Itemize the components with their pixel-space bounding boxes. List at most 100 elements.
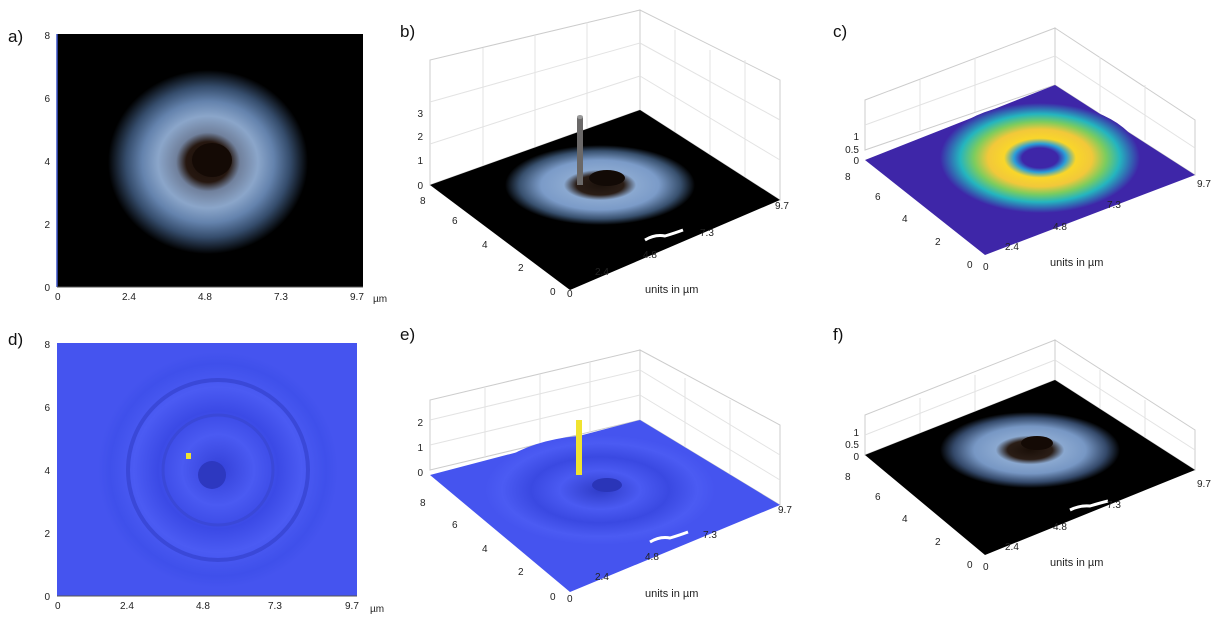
panel-c-torus — [940, 103, 1140, 213]
tick: 1 — [853, 428, 859, 439]
panel-b-spike-top — [577, 115, 583, 119]
tick: 1 — [853, 132, 859, 143]
tick: 2 — [44, 529, 50, 540]
tick: 9.7 — [345, 601, 359, 612]
panel-b-spike — [577, 117, 583, 185]
panel-d-center-hole — [198, 461, 226, 489]
tick: 3 — [417, 109, 423, 120]
tick: 0 — [550, 592, 556, 603]
x-axis-label: units in µm — [645, 588, 698, 600]
tick: 2 — [518, 567, 524, 578]
panel-b-plot: 0 1 2 3 0 2 4 6 8 0 2.4 4.8 7.3 9.7 unit… — [417, 9, 789, 300]
tick: 7.3 — [268, 601, 282, 612]
tick: 4.8 — [643, 250, 657, 261]
panel-b-edge-artifact — [644, 228, 684, 242]
tick: 2 — [417, 132, 423, 143]
panel-b-grid — [429, 22, 781, 177]
panel-e-plot: 0 1 2 0 2 4 6 8 0 2.4 4.8 7.3 9.7 units … — [417, 349, 792, 605]
panel-a-plot: 0 2 4 6 8 0 2.4 4.8 7.3 9.7 µm — [44, 31, 387, 305]
tick: 4 — [902, 514, 908, 525]
tick: 4.8 — [645, 552, 659, 563]
panel-f-hole — [1021, 436, 1053, 450]
panel-f-plot: 0 0.5 1 0 2 4 6 8 0 2.4 4.8 7.3 9.7 unit… — [845, 339, 1211, 573]
panel-b-hole — [589, 170, 625, 186]
panel-c-plot: 0 0.5 1 0 2 4 6 8 0 2.4 4.8 7.3 9.7 unit… — [845, 27, 1211, 273]
tick: 0 — [567, 289, 573, 300]
tick: 6 — [44, 94, 50, 105]
panel-a-center-hole — [192, 143, 232, 177]
panel-e-spike — [576, 420, 582, 475]
panel-d-ring-contour — [161, 413, 275, 527]
panel-label-a: a) — [8, 27, 24, 46]
tick: 0 — [967, 260, 973, 271]
tick: 7.3 — [700, 228, 714, 239]
tick: 0 — [983, 562, 989, 573]
tick: 6 — [44, 403, 50, 414]
tick: 7.3 — [1107, 500, 1121, 511]
tick: 0 — [55, 601, 61, 612]
panel-d-ring-contour — [126, 378, 310, 562]
tick: 6 — [452, 520, 458, 531]
tick: 0 — [44, 592, 50, 603]
tick: 1 — [417, 443, 423, 454]
panel-e-hole — [592, 478, 622, 492]
tick: 1 — [417, 156, 423, 167]
tick: 7.3 — [274, 292, 288, 303]
tick: 2.4 — [1005, 242, 1019, 253]
panel-c-grid — [864, 55, 1196, 149]
tick: 9.7 — [1197, 179, 1211, 190]
x-axis-label: units in µm — [1050, 557, 1103, 569]
tick: 4 — [902, 214, 908, 225]
tick: 9.7 — [778, 505, 792, 516]
tick: 4.8 — [196, 601, 210, 612]
panel-label-e: e) — [400, 325, 416, 344]
tick: 0.5 — [845, 440, 859, 451]
tick: 2 — [417, 418, 423, 429]
tick: 0 — [983, 262, 989, 273]
tick: 0 — [967, 560, 973, 571]
tick: 0 — [44, 283, 50, 294]
panel-label-c: c) — [833, 22, 848, 41]
x-axis-label: units in µm — [1050, 257, 1103, 269]
tick: 8 — [44, 340, 50, 351]
tick: 0 — [853, 156, 859, 167]
tick: 6 — [875, 492, 881, 503]
unit-label: µm — [370, 604, 384, 615]
tick: 8 — [845, 172, 851, 183]
tick: 4.8 — [1053, 522, 1067, 533]
panel-label-d: d) — [8, 330, 24, 349]
tick: 0 — [853, 452, 859, 463]
panel-d-spike-point — [186, 453, 191, 459]
tick: 4 — [44, 157, 50, 168]
tick: 2 — [44, 220, 50, 231]
panel-e-grid — [429, 362, 781, 481]
tick: 7.3 — [703, 530, 717, 541]
tick: 2 — [935, 537, 941, 548]
x-axis-label: units in µm — [645, 284, 698, 296]
tick: 6 — [452, 216, 458, 227]
tick: 9.7 — [350, 292, 364, 303]
unit-label: µm — [373, 294, 387, 305]
panel-d-plot: 0 2 4 6 8 0 2.4 4.8 7.3 9.7 µm — [44, 340, 384, 615]
tick: 4 — [44, 466, 50, 477]
tick: 2.4 — [122, 292, 136, 303]
panel-label-b: b) — [400, 22, 416, 41]
tick: 4.8 — [198, 292, 212, 303]
tick: 4 — [482, 544, 488, 555]
tick: 8 — [420, 498, 426, 509]
panel-c-edge-artifact — [1099, 194, 1176, 236]
panel-f-grid — [864, 359, 1196, 451]
tick: 2.4 — [120, 601, 134, 612]
tick: 2.4 — [595, 267, 609, 278]
tick: 0 — [417, 468, 423, 479]
tick: 2 — [935, 237, 941, 248]
tick: 4.8 — [1053, 222, 1067, 233]
tick: 0 — [567, 594, 573, 605]
tick: 8 — [845, 472, 851, 483]
tick: 0 — [55, 292, 61, 303]
tick: 7.3 — [1107, 200, 1121, 211]
panel-e-edge-artifact — [649, 530, 689, 544]
tick: 9.7 — [775, 201, 789, 212]
tick: 2.4 — [1005, 542, 1019, 553]
